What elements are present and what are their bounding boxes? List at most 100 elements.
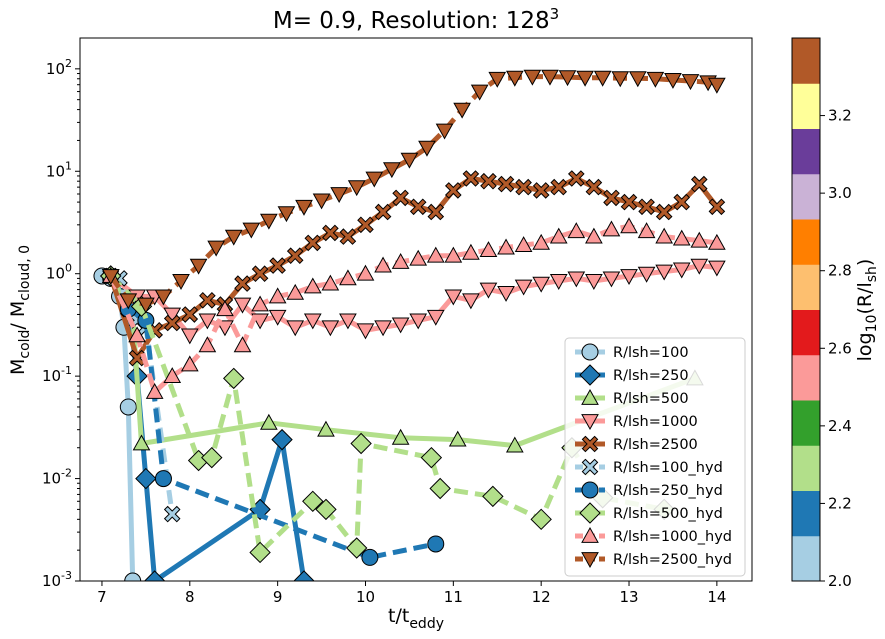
legend-label: R/lsh=2500 — [613, 437, 698, 453]
legend-marker — [581, 388, 599, 405]
data-point — [664, 72, 682, 89]
colorbar-segment — [792, 264, 820, 310]
data-point — [312, 193, 331, 210]
data-point — [602, 220, 621, 237]
data-point — [532, 182, 550, 199]
data-point — [345, 537, 368, 559]
legend-label: R/lsh=250 — [613, 368, 689, 384]
data-point — [302, 490, 324, 512]
colorbar-segment — [792, 535, 820, 582]
data-point — [271, 428, 293, 451]
data-point — [409, 198, 427, 216]
colorbar-segment — [792, 490, 820, 537]
data-point — [382, 162, 401, 179]
colorbar-tick-label: 3.2 — [828, 107, 852, 125]
data-point — [418, 140, 436, 157]
data-point — [672, 229, 691, 246]
data-point — [611, 71, 630, 88]
data-point — [286, 283, 305, 300]
legend-marker — [581, 458, 599, 476]
data-point — [603, 189, 620, 207]
y-axis-label-sub2: cloud, 0 — [17, 245, 33, 301]
series-R/lsh=2500 — [102, 170, 726, 367]
y-axis-label-sub1: cold — [17, 330, 33, 359]
legend-marker — [581, 552, 599, 569]
data-point — [620, 217, 638, 234]
data-point — [427, 535, 445, 553]
x-axis-label: t/teddy — [388, 605, 444, 632]
data-point — [690, 231, 709, 248]
data-point — [172, 274, 190, 290]
data-point — [532, 233, 551, 250]
legend-label: R/lsh=1000 — [613, 414, 698, 430]
data-point — [277, 206, 296, 223]
data-point — [268, 287, 287, 304]
data-point — [514, 279, 533, 296]
data-point — [708, 77, 726, 94]
x-tick-label: 14 — [707, 588, 726, 606]
legend-label: R/lsh=100 — [613, 345, 689, 361]
legend-label: R/lsh=2500_hyd — [613, 552, 732, 568]
chart-title-main: M= 0.9, Resolution: 128 — [273, 8, 550, 34]
legend-item: R/lsh=250 — [575, 364, 689, 386]
colorbar-tick-label: 2.2 — [828, 494, 852, 512]
data-point — [233, 297, 252, 314]
series-R/lsh=1000 — [101, 258, 726, 345]
data-point — [470, 84, 489, 101]
data-point — [541, 69, 559, 86]
data-point — [420, 446, 443, 469]
data-point — [303, 277, 322, 294]
data-point — [462, 243, 480, 260]
data-point — [356, 323, 375, 340]
data-point — [223, 367, 245, 390]
data-point — [286, 320, 305, 337]
data-point — [374, 256, 392, 273]
data-point — [199, 291, 216, 309]
legend-marker — [581, 435, 599, 453]
data-point — [224, 229, 243, 246]
data-point — [638, 198, 655, 216]
data-point — [374, 320, 392, 337]
legend-label: R/lsh=250_hyd — [613, 483, 723, 499]
data-point — [137, 297, 155, 314]
data-point — [708, 233, 726, 250]
data-point — [637, 266, 656, 283]
data-point — [549, 227, 568, 244]
legend-marker — [581, 414, 599, 431]
x-axis-label-subscript: eddy — [409, 616, 444, 632]
x-tick-label: 10 — [356, 588, 375, 606]
legend-item: R/lsh=100_hyd — [575, 458, 723, 476]
data-point — [655, 227, 674, 244]
data-point — [690, 258, 709, 275]
data-point — [480, 172, 497, 190]
data-point — [361, 548, 379, 566]
legend-label: R/lsh=100_hyd — [613, 460, 723, 476]
data-point — [216, 320, 234, 337]
data-point — [303, 313, 322, 330]
data-point — [356, 264, 375, 281]
data-point — [567, 222, 586, 239]
data-point — [708, 260, 726, 277]
data-point — [242, 222, 261, 239]
x-tick-label: 7 — [97, 588, 107, 606]
colorbar-segment — [792, 445, 820, 491]
data-point — [444, 246, 463, 263]
data-point — [119, 293, 138, 310]
legend-item: R/lsh=2500_hyd — [575, 552, 732, 569]
colorbar-segment — [792, 309, 820, 356]
data-point — [585, 227, 603, 244]
data-point — [322, 224, 339, 242]
data-point — [576, 70, 594, 87]
x-tick-label: 11 — [444, 588, 463, 606]
data-point — [391, 317, 410, 334]
data-point — [198, 336, 217, 353]
data-point — [681, 74, 700, 91]
data-point — [620, 269, 638, 286]
data-point — [321, 274, 340, 291]
data-point — [488, 71, 507, 88]
colorbar-segment — [792, 128, 820, 175]
data-point — [260, 213, 278, 230]
colorbar-label-sub: 10 — [864, 315, 880, 333]
data-point — [602, 271, 621, 288]
data-point — [269, 257, 286, 274]
